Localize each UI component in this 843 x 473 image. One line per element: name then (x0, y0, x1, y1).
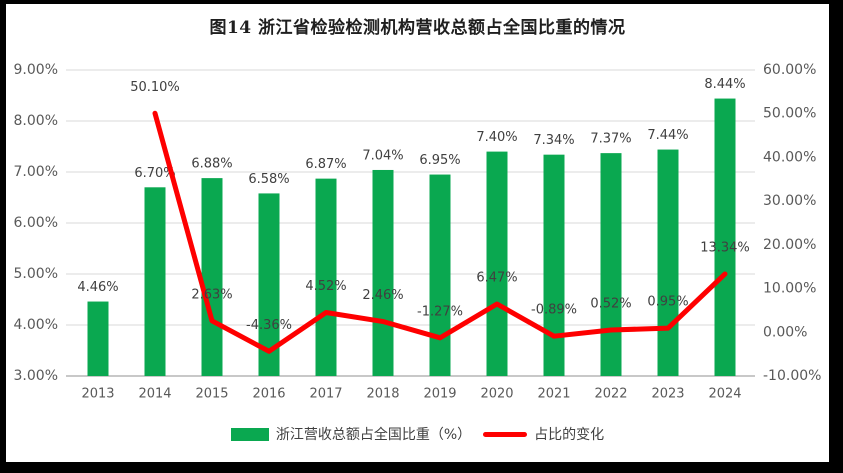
line-value-label-2018: 2.46% (362, 288, 403, 303)
x-axis-label-2016: 2016 (252, 387, 285, 402)
bar-2022 (600, 153, 622, 376)
bar-2017 (315, 178, 337, 376)
x-axis-label-2020: 2020 (480, 387, 513, 402)
bar-value-label-2015: 6.88% (191, 157, 232, 172)
right-axis-tick-label: 20.00% (763, 237, 816, 253)
bar-value-label-2022: 7.37% (590, 132, 631, 147)
legend-item-bar-series: 浙江营收总额占全国比重（%） (230, 424, 472, 444)
left-axis-tick-label: 5.00% (14, 266, 58, 282)
x-axis-label-2018: 2018 (366, 387, 399, 402)
bar-value-label-2016: 6.58% (248, 172, 289, 187)
x-axis-label-2019: 2019 (423, 387, 456, 402)
right-axis-tick-label: 10.00% (763, 281, 816, 297)
bar-2018 (372, 169, 394, 376)
bar-2020 (486, 151, 508, 376)
legend-line-swatch (483, 431, 528, 437)
x-axis-label-2021: 2021 (537, 387, 570, 402)
bar-value-label-2014: 6.70% (134, 166, 175, 181)
x-axis-label-2013: 2013 (81, 387, 114, 402)
combo-chart-plot: 4.46% 6.70% 6.88% 6.58% 6.87% 7.04% 6.95% 7.40%… (14, 62, 822, 402)
line-value-label-2014: 50.10% (130, 80, 180, 95)
line-value-label-2015: 2.63% (191, 287, 232, 302)
bar-value-label-2020: 7.40% (476, 130, 517, 145)
bar-2023 (657, 149, 679, 376)
right-axis-tick-label: 50.00% (763, 106, 816, 122)
left-axis-tick-label: 9.00% (14, 62, 58, 78)
bar-value-label-2021: 7.34% (533, 133, 574, 148)
bar-2019 (429, 174, 451, 376)
legend-line-label: 占比的变化 (534, 427, 605, 443)
line-value-label-2024: 13.34% (700, 240, 750, 255)
right-axis-tick-label: 30.00% (763, 193, 816, 209)
x-axis-label-2022: 2022 (594, 387, 627, 402)
right-axis-tick-label: -10.00% (763, 368, 821, 384)
bar-2014 (144, 187, 166, 376)
x-axis-label-2017: 2017 (309, 387, 342, 402)
chart-canvas: 图14 浙江省检验检测机构营收总额占全国比重的情况 4.46% 6.70% 6.88… (6, 4, 829, 462)
bar-2013 (87, 301, 109, 376)
left-axis-tick-label: 3.00% (14, 368, 58, 384)
bar-value-label-2019: 6.95% (419, 153, 460, 168)
legend-item-line-series: 占比的变化 (483, 424, 604, 444)
left-axis-tick-label: 4.00% (14, 317, 58, 333)
left-axis-tick-label: 7.00% (14, 164, 58, 180)
chart-title: 图14 浙江省检验检测机构营收总额占全国比重的情况 (209, 18, 626, 38)
x-axis-label-2014: 2014 (138, 387, 171, 402)
bar-2024 (714, 98, 736, 376)
line-value-label-2022: 0.52% (590, 297, 631, 312)
right-axis-tick-label: 60.00% (763, 62, 816, 78)
bar-value-label-2023: 7.44% (647, 128, 688, 143)
bar-2021 (543, 154, 565, 376)
right-axis-tick-label: 0.00% (763, 324, 807, 340)
bar-value-label-2024: 8.44% (704, 77, 745, 92)
left-axis-tick-label: 8.00% (14, 113, 58, 129)
line-value-label-2023: 0.95% (647, 295, 688, 310)
right-axis-tick-label: 40.00% (763, 149, 816, 165)
legend-bar-label: 浙江营收总额占全国比重（%） (275, 427, 472, 443)
line-value-label-2017: 4.52% (305, 279, 346, 294)
line-value-label-2021: -0.89% (531, 303, 577, 318)
bar-2016 (258, 193, 280, 376)
chart-legend: 浙江营收总额占全国比重（%） 占比的变化 (6, 424, 829, 444)
x-axis-label-2023: 2023 (651, 387, 684, 402)
bar-value-label-2013: 4.46% (77, 280, 118, 295)
line-value-label-2019: -1.27% (417, 304, 463, 319)
bar-value-label-2017: 6.87% (305, 157, 346, 172)
line-value-label-2016: -4.36% (246, 318, 292, 333)
x-axis-label-2015: 2015 (195, 387, 228, 402)
legend-bar-swatch (230, 427, 269, 441)
bar-value-label-2018: 7.04% (362, 148, 403, 163)
change-rate-line (152, 110, 728, 354)
left-axis-tick-label: 6.00% (14, 215, 58, 231)
line-value-label-2020: 6.47% (476, 271, 517, 286)
bar-2015 (201, 178, 223, 376)
x-axis-label-2024: 2024 (708, 387, 741, 402)
